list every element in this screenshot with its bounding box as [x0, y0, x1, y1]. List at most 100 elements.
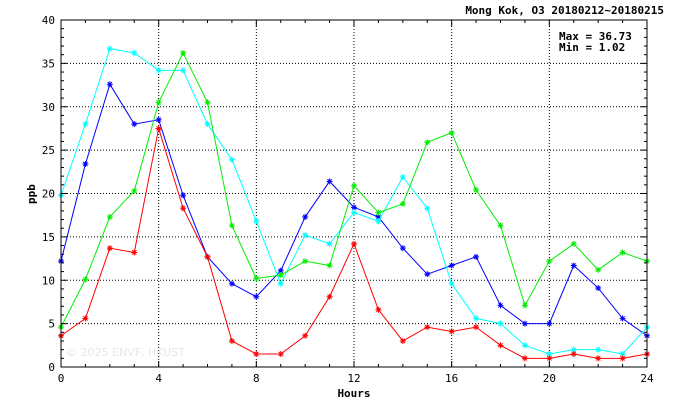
data-point [106, 81, 113, 88]
data-point [473, 187, 480, 194]
series-4 [58, 125, 650, 362]
x-tick-label: 8 [253, 372, 260, 385]
data-point [497, 342, 504, 349]
data-point [497, 320, 504, 327]
data-point [473, 253, 480, 260]
data-point [228, 222, 235, 229]
data-point [155, 99, 162, 106]
x-tick-label: 20 [543, 372, 556, 385]
data-point [473, 324, 480, 331]
data-point [82, 276, 89, 283]
data-point [497, 222, 504, 229]
y-tick-label: 20 [42, 188, 55, 201]
data-point [131, 49, 138, 56]
data-point [424, 139, 431, 146]
data-point [497, 302, 504, 309]
data-point [351, 240, 357, 247]
data-point [326, 240, 333, 247]
y-tick-label: 35 [42, 57, 55, 70]
data-point [82, 315, 89, 322]
data-point [106, 245, 113, 252]
data-point [131, 121, 138, 128]
data-point [180, 205, 187, 212]
x-tick-label: 16 [445, 372, 458, 385]
data-point [424, 205, 431, 212]
y-tick-label: 0 [48, 361, 55, 374]
data-point [82, 121, 89, 128]
data-point [302, 258, 309, 265]
data-point [228, 337, 235, 344]
x-tick-label: 24 [640, 372, 654, 385]
data-point [595, 266, 602, 273]
data-point [155, 116, 162, 123]
data-point [326, 293, 333, 300]
x-tick-label: 12 [347, 372, 360, 385]
y-tick-label: 15 [42, 231, 55, 244]
data-point [82, 161, 89, 168]
data-point [204, 99, 211, 106]
data-point [448, 328, 455, 335]
data-point [399, 200, 406, 207]
data-point [619, 350, 626, 357]
data-point [448, 280, 455, 287]
x-axis-title: Hours [337, 387, 370, 400]
data-point [351, 209, 357, 216]
data-point [253, 218, 260, 225]
data-point [253, 293, 260, 300]
data-point [375, 218, 382, 225]
data-point [277, 350, 284, 357]
chart-title: Mong Kok, O3 20180212~20180215 [465, 4, 664, 17]
data-point [155, 125, 162, 132]
x-tick-label: 4 [155, 372, 162, 385]
data-point [326, 262, 333, 269]
data-point [302, 332, 309, 339]
data-point [375, 213, 382, 220]
grid-lines [61, 20, 647, 367]
data-point [546, 355, 553, 362]
data-point [351, 204, 357, 211]
min-label: Min = 1.02 [559, 41, 625, 54]
data-point [546, 258, 553, 265]
data-point [399, 337, 406, 344]
data-point [521, 320, 528, 327]
data-point [521, 355, 528, 362]
data-point [375, 306, 382, 313]
data-point [228, 156, 235, 163]
data-point [351, 182, 357, 189]
tick-labels: 0 4 8 12 16 20 24 0 5 10 15 20 25 30 35 40 [42, 14, 654, 385]
max-label: Max = 36.73 [559, 30, 632, 43]
axis-ticks [60, 19, 648, 368]
data-point [546, 320, 553, 327]
data-point [570, 262, 577, 269]
y-tick-label: 40 [42, 14, 55, 27]
data-point [448, 262, 455, 269]
data-point [180, 192, 187, 199]
data-point [595, 346, 602, 353]
x-tick-label: 0 [58, 372, 65, 385]
data-point [277, 280, 284, 287]
data-point [399, 174, 406, 181]
data-point [253, 350, 260, 357]
data-point [619, 249, 626, 256]
data-point [204, 121, 211, 128]
data-point [570, 350, 577, 357]
data-point [424, 324, 431, 331]
data-point [180, 49, 187, 56]
data-point [595, 285, 602, 292]
data-point [448, 129, 455, 136]
series-line [60, 51, 648, 328]
data-point [619, 355, 626, 362]
data-point [570, 240, 577, 247]
data-point [424, 271, 431, 278]
data-point [228, 280, 235, 287]
data-point [131, 249, 138, 256]
data-point [155, 67, 162, 74]
series-3 [58, 49, 650, 331]
data-point [106, 45, 113, 52]
data-point [106, 213, 113, 220]
y-tick-label: 10 [42, 274, 55, 287]
data-point [204, 253, 211, 260]
data-point [253, 275, 260, 282]
data-point [619, 315, 626, 322]
